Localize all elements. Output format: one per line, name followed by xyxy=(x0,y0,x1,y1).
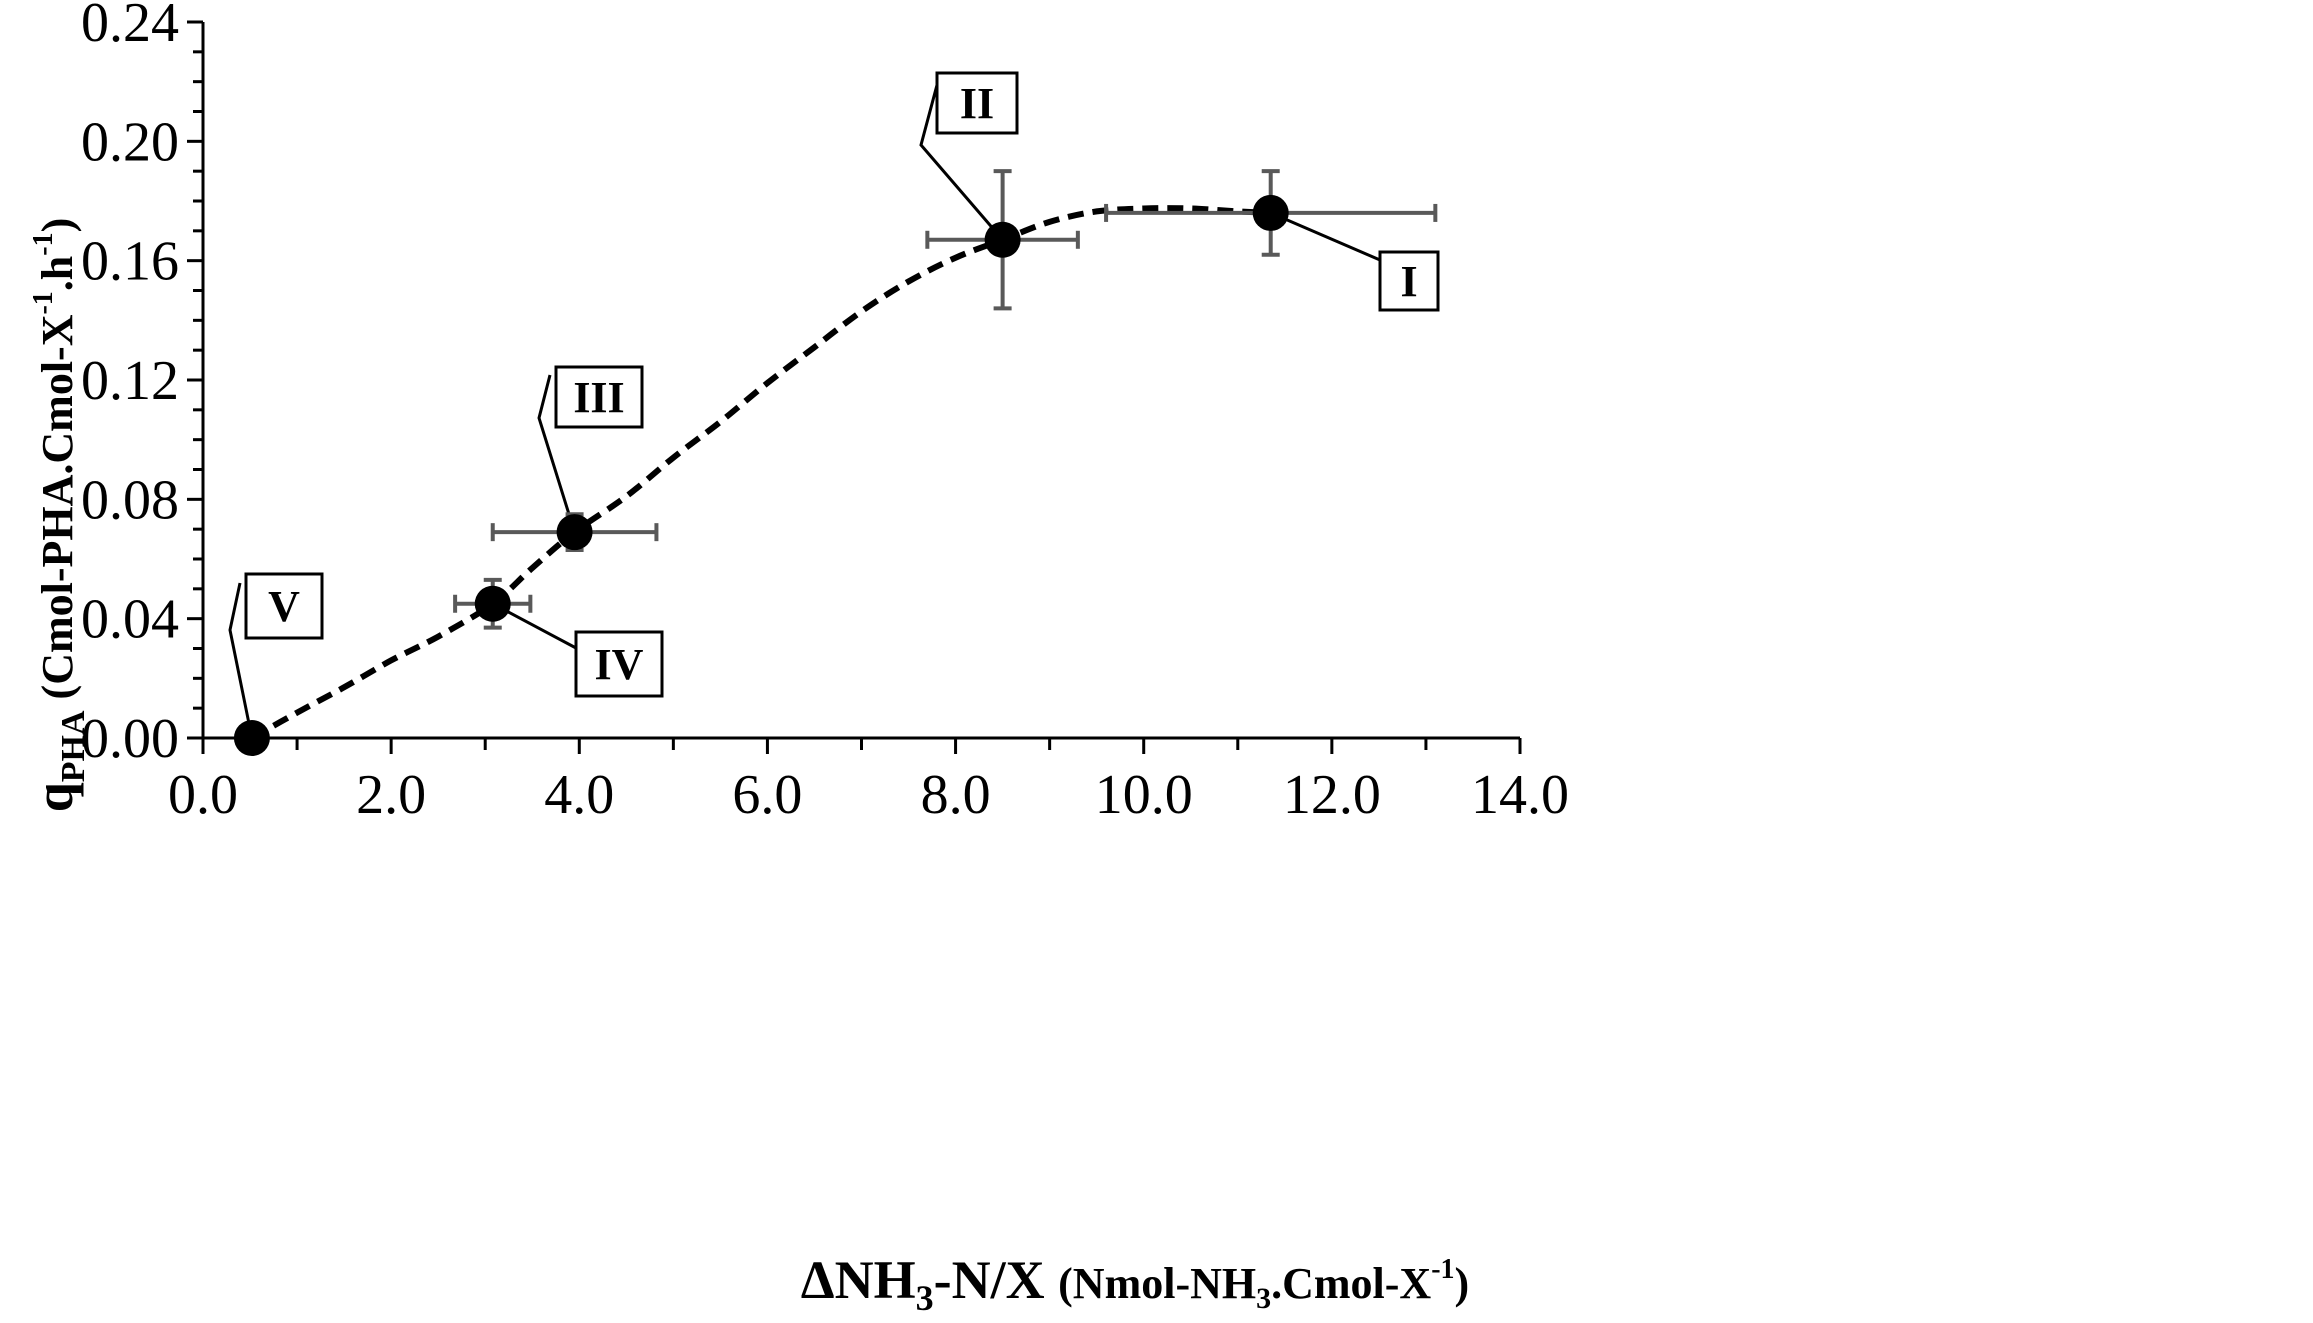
y-tick-label: 0.12 xyxy=(81,350,179,412)
callout-box xyxy=(554,365,644,429)
y-tick-labels: 0.00 0.04 0.08 0.12 0.16 0.20 0.24 xyxy=(81,0,179,770)
data-point xyxy=(1252,194,1289,231)
data-points-layer xyxy=(233,194,1289,756)
callout-box xyxy=(574,630,664,698)
trend-curve xyxy=(250,205,1271,741)
x-tick-label: 0.0 xyxy=(168,764,238,826)
data-point xyxy=(556,514,593,551)
trend-curve-layer xyxy=(250,205,1271,741)
x-tick-labels: 0.0 2.0 4.0 6.0 8.0 10.0 12.0 14.0 xyxy=(168,764,1569,826)
point-label: III xyxy=(573,373,624,422)
callout-box xyxy=(1378,250,1440,312)
callout-box xyxy=(935,71,1019,135)
x-tick-label: 14.0 xyxy=(1471,764,1569,826)
y-tick-label: 0.00 xyxy=(81,708,179,770)
callout-leader xyxy=(537,374,577,533)
callout-leader xyxy=(919,84,1004,241)
x-tick-label: 2.0 xyxy=(356,764,426,826)
point-label: IV xyxy=(595,640,644,689)
y-tick-label: 0.20 xyxy=(81,111,179,173)
y-tick-label: 0.08 xyxy=(81,469,179,531)
x-tick-label: 8.0 xyxy=(921,764,991,826)
point-label: II xyxy=(960,79,994,128)
callout-leader xyxy=(228,582,254,739)
x-tick-label: 12.0 xyxy=(1283,764,1381,826)
callout-leader xyxy=(1270,211,1381,262)
callout-box xyxy=(244,572,324,640)
axes xyxy=(187,20,1522,754)
data-point xyxy=(474,585,511,622)
data-point xyxy=(984,221,1021,258)
point-label: I xyxy=(1400,257,1417,306)
y-axis-title: qPHA (Cmol-PHA.Cmol-X-1.h-1) xyxy=(24,218,92,813)
x-tick-label: 10.0 xyxy=(1095,764,1193,826)
y-tick-label: 0.24 xyxy=(81,0,179,54)
x-axis-title: ΔNH3-N/X (Nmol-NH3.Cmol-X-1) xyxy=(801,1250,1469,1318)
point-label: V xyxy=(268,582,300,631)
y-tick-label: 0.04 xyxy=(81,589,179,651)
x-tick-label: 6.0 xyxy=(732,764,802,826)
y-tick-label: 0.16 xyxy=(81,231,179,293)
x-tick-label: 4.0 xyxy=(544,764,614,826)
